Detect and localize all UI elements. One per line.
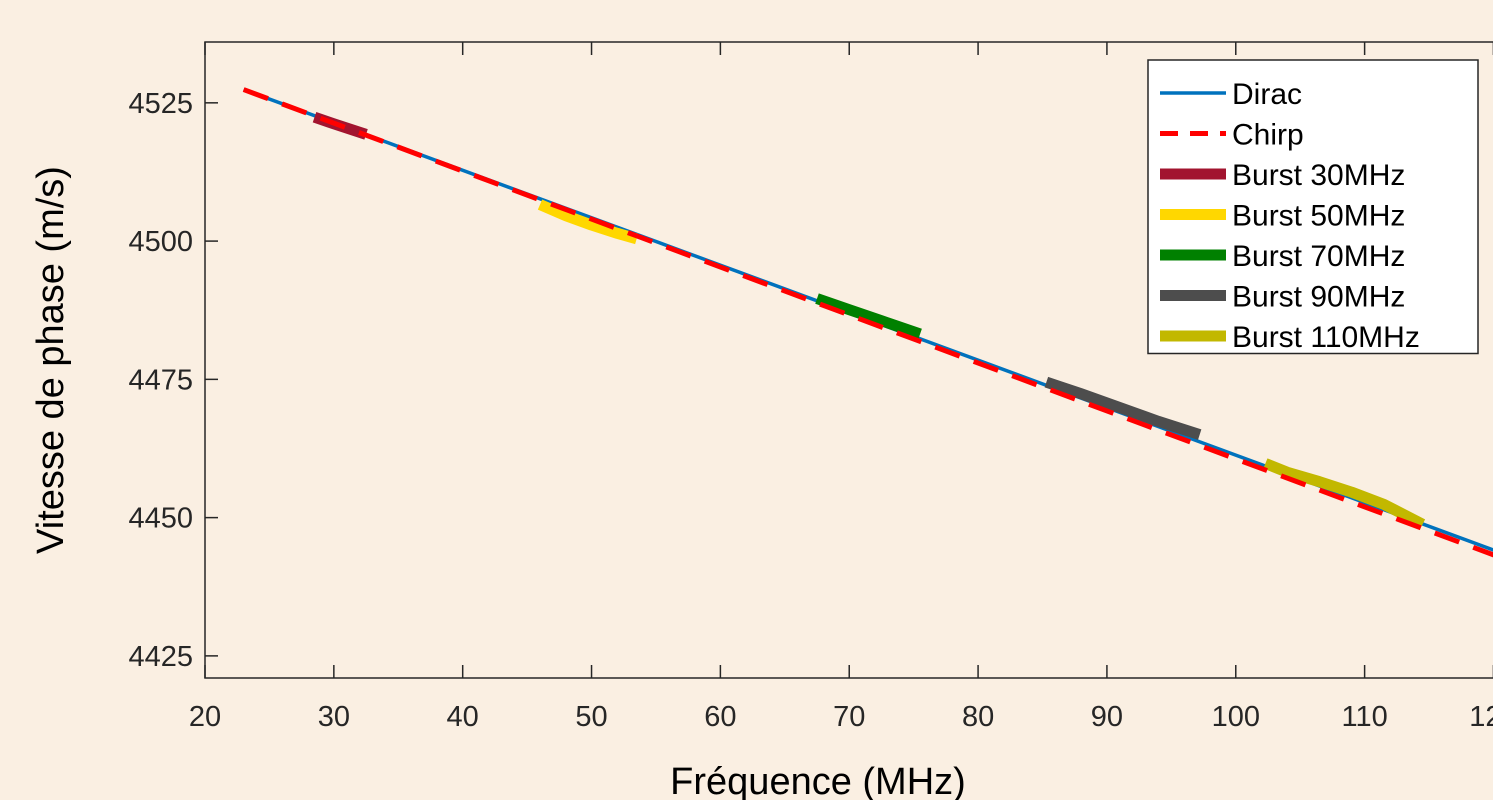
x-tick-label-3: 50 bbox=[575, 701, 607, 733]
legend-label-1: Chirp bbox=[1232, 119, 1304, 152]
series-line-5 bbox=[1044, 376, 1202, 440]
y-tick-label-0: 4425 bbox=[128, 641, 193, 673]
y-axis-label: Vitesse de phase (m/s) bbox=[30, 166, 72, 554]
legend-label-3: Burst 50MHz bbox=[1232, 200, 1405, 233]
x-tick-label-8: 100 bbox=[1212, 701, 1260, 733]
series-line-1 bbox=[242, 87, 1493, 558]
legend-label-4: Burst 70MHz bbox=[1232, 240, 1405, 273]
x-tick-label-1: 30 bbox=[318, 701, 350, 733]
series-line-6 bbox=[1263, 458, 1426, 530]
data-series bbox=[242, 87, 1493, 558]
axis-ticks bbox=[204, 42, 1493, 678]
x-tick-label-5: 70 bbox=[833, 701, 865, 733]
y-tick-label-3: 4500 bbox=[128, 226, 193, 258]
legend-label-5: Burst 90MHz bbox=[1232, 281, 1405, 314]
x-tick-label-7: 90 bbox=[1091, 701, 1123, 733]
x-tick-label-9: 110 bbox=[1341, 701, 1387, 733]
y-tick-label-2: 4475 bbox=[128, 364, 193, 396]
y-tick-label-1: 4450 bbox=[128, 503, 193, 535]
series-line-3 bbox=[537, 199, 639, 245]
legend-label-6: Burst 110MHz bbox=[1232, 321, 1420, 354]
tick-labels: 20 30 40 50 60 70 80 90 100 110 120 4425 4450 4475 450… bbox=[128, 88, 1493, 733]
x-tick-label-10: 120 bbox=[1469, 701, 1493, 733]
series-line-4 bbox=[815, 293, 922, 340]
x-tick-label-0: 20 bbox=[189, 701, 221, 733]
x-axis-label: Fréquence (MHz) bbox=[670, 761, 966, 800]
y-tick-label-4: 4525 bbox=[128, 88, 193, 120]
x-tick-label-6: 80 bbox=[962, 701, 994, 733]
legend-label-2: Burst 30MHz bbox=[1232, 159, 1405, 192]
legend-box bbox=[1147, 59, 1479, 355]
x-tick-label-4: 60 bbox=[704, 701, 736, 733]
legend: Dirac Chirp Burst 30MHz Burst 50MHz Burst 70… bbox=[1147, 59, 1479, 355]
legend-label-0: Dirac bbox=[1232, 78, 1302, 111]
x-tick-label-2: 40 bbox=[447, 701, 479, 733]
